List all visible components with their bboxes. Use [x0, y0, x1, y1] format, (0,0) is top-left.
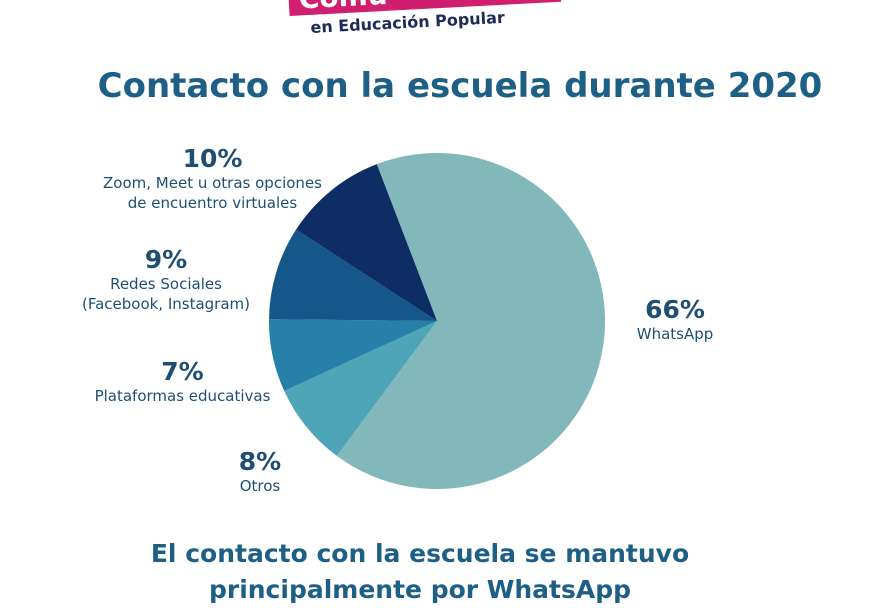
percent-plataformas: 7% — [161, 357, 204, 386]
percent-zoom-meet: 10% — [182, 144, 243, 173]
name-plataformas: Plataformas educativas — [94, 387, 271, 405]
slice-zoom-meet — [296, 164, 437, 321]
percent-whatsapp: 66% — [645, 295, 705, 324]
percent-redes-sociales: 9% — [144, 245, 188, 274]
percent-otros: 8% — [238, 447, 282, 476]
pie-chart — [269, 152, 606, 489]
name-redes-sociales: Redes Sociales (Facebook, Instagram) — [81, 275, 251, 313]
slice-plataformas — [269, 319, 437, 391]
chart-title: Contacto con la escuela durante 2020 — [97, 66, 823, 106]
slice-otros — [284, 321, 437, 456]
name-zoom-meet: Zoom, Meet u otras opciones de encuentro… — [103, 174, 322, 212]
label-zoom-meet: 10% Zoom, Meet u otras opciones de encue… — [95, 145, 330, 213]
label-otros: 8% Otros — [215, 448, 305, 496]
name-otros: Otros — [239, 477, 281, 495]
footer-summary: El contacto con la escuela se mantuvo pr… — [150, 539, 690, 604]
label-redes-sociales: 9% Redes Sociales (Facebook, Instagram) — [76, 246, 256, 314]
name-whatsapp: WhatsApp — [636, 325, 714, 343]
label-whatsapp: 66% WhatsApp — [620, 296, 730, 344]
slice-redes-sociales — [269, 229, 437, 321]
label-plataformas: 7% Plataformas educativas — [90, 358, 275, 406]
slice-whatsapp — [336, 152, 606, 489]
